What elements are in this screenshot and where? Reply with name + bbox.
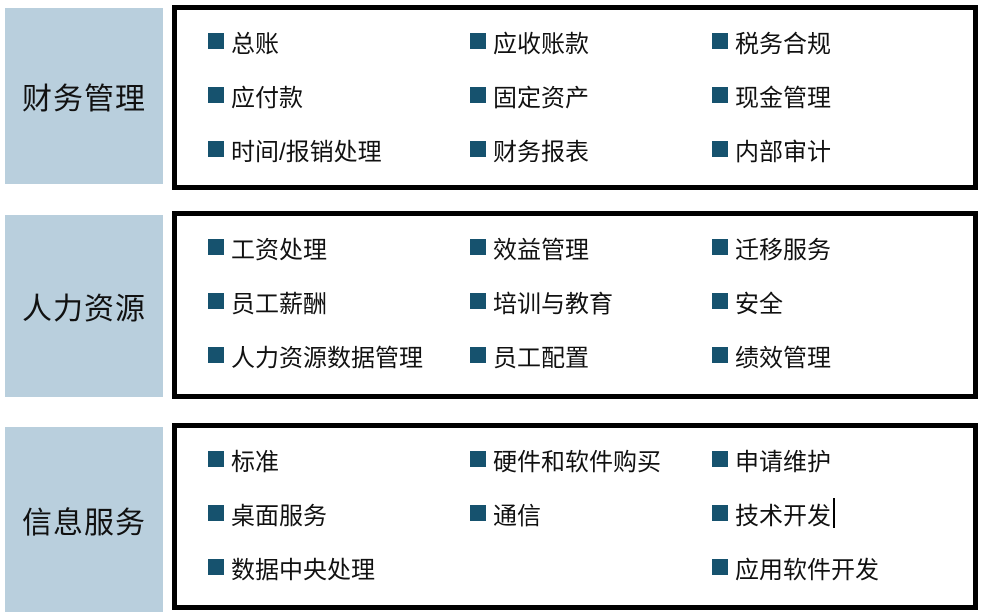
service-item: 固定资产 xyxy=(470,68,712,122)
service-column: 标准桌面服务数据中央处理 xyxy=(208,432,470,594)
service-item-label: 通信 xyxy=(493,502,541,530)
service-item: 技术开发 xyxy=(712,486,973,540)
service-item-label: 安全 xyxy=(735,290,783,318)
service-item: 效益管理 xyxy=(470,220,712,274)
bullet-square-icon xyxy=(208,451,224,467)
service-item: 标准 xyxy=(208,432,470,486)
bullet-square-icon xyxy=(208,33,224,49)
service-item: 员工配置 xyxy=(470,328,712,382)
service-item-label: 绩效管理 xyxy=(735,344,831,372)
bullet-square-icon xyxy=(208,505,224,521)
service-column: 税务合规现金管理内部审计 xyxy=(712,14,973,176)
service-item: 硬件和软件购买 xyxy=(470,432,712,486)
service-column: 应收账款固定资产财务报表 xyxy=(470,14,712,176)
service-item-label: 迁移服务 xyxy=(735,236,831,264)
service-item: 应用软件开发 xyxy=(712,540,973,594)
bullet-square-icon xyxy=(208,559,224,575)
bullet-square-icon xyxy=(712,347,728,363)
section-box-finance: 总账 应付款 时间/报销处理 应收账款 固定资产 财务报表 税务合规 现金管理 内部审计 xyxy=(172,5,978,190)
items-grid-information-services: 标准 桌面服务 数据中央处理 硬件和软件购买 通信 申请维护 技术开发 应用软件开发 xyxy=(177,428,973,594)
service-item-label: 时间/报销处理 xyxy=(231,138,382,166)
service-item-label: 应用软件开发 xyxy=(735,556,879,584)
items-grid-human-resources: 工资处理 员工薪酬 人力资源数据管理 效益管理 培训与教育 员工配置 迁移服务 安全 绩效管理 xyxy=(177,216,973,382)
service-item: 迁移服务 xyxy=(712,220,973,274)
service-item: 员工薪酬 xyxy=(208,274,470,328)
bullet-square-icon xyxy=(208,293,224,309)
service-column: 迁移服务安全绩效管理 xyxy=(712,220,973,382)
bullet-square-icon xyxy=(470,141,486,157)
service-item: 通信 xyxy=(470,486,712,540)
service-item: 应付款 xyxy=(208,68,470,122)
bullet-square-icon xyxy=(470,33,486,49)
service-column: 效益管理培训与教育员工配置 xyxy=(470,220,712,382)
service-item: 人力资源数据管理 xyxy=(208,328,470,382)
service-item-label: 桌面服务 xyxy=(231,502,327,530)
service-item: 应收账款 xyxy=(470,14,712,68)
service-item: 内部审计 xyxy=(712,122,973,176)
section-box-human-resources: 工资处理 员工薪酬 人力资源数据管理 效益管理 培训与教育 员工配置 迁移服务 安全 绩效管理 xyxy=(172,211,978,399)
service-item-label: 总账 xyxy=(231,30,279,58)
items-grid-finance: 总账 应付款 时间/报销处理 应收账款 固定资产 财务报表 税务合规 现金管理 内部审计 xyxy=(177,10,973,176)
service-item-label: 工资处理 xyxy=(231,236,327,264)
service-item-label: 效益管理 xyxy=(493,236,589,264)
service-item-label: 员工配置 xyxy=(493,344,589,372)
bullet-square-icon xyxy=(712,451,728,467)
service-item: 时间/报销处理 xyxy=(208,122,470,176)
service-item-label: 现金管理 xyxy=(735,84,831,112)
service-item: 绩效管理 xyxy=(712,328,973,382)
text-cursor xyxy=(833,498,835,528)
service-item: 桌面服务 xyxy=(208,486,470,540)
section-label-information-services: 信息服务 xyxy=(5,427,163,612)
bullet-square-icon xyxy=(208,347,224,363)
service-column: 工资处理员工薪酬人力资源数据管理 xyxy=(208,220,470,382)
service-item: 税务合规 xyxy=(712,14,973,68)
service-item: 培训与教育 xyxy=(470,274,712,328)
service-item: 工资处理 xyxy=(208,220,470,274)
service-item-label: 数据中央处理 xyxy=(231,556,375,584)
bullet-square-icon xyxy=(470,505,486,521)
section-label-finance: 财务管理 xyxy=(5,8,163,184)
service-item-label: 应付款 xyxy=(231,84,303,112)
service-item-label: 财务报表 xyxy=(493,138,589,166)
section-label-human-resources: 人力资源 xyxy=(5,215,163,397)
service-item: 数据中央处理 xyxy=(208,540,470,594)
service-item-label: 培训与教育 xyxy=(493,290,613,318)
bullet-square-icon xyxy=(470,87,486,103)
service-item-empty xyxy=(470,540,712,594)
service-item-label: 人力资源数据管理 xyxy=(231,344,423,372)
service-item-label: 申请维护 xyxy=(735,448,831,476)
bullet-square-icon xyxy=(470,347,486,363)
service-column: 硬件和软件购买 通信 xyxy=(470,432,712,594)
bullet-square-icon xyxy=(712,33,728,49)
service-item-label: 内部审计 xyxy=(735,138,831,166)
bullet-square-icon xyxy=(712,559,728,575)
service-item-label: 技术开发 xyxy=(735,502,831,530)
service-item: 现金管理 xyxy=(712,68,973,122)
service-item: 安全 xyxy=(712,274,973,328)
service-item: 总账 xyxy=(208,14,470,68)
bullet-square-icon xyxy=(208,87,224,103)
service-item-label: 税务合规 xyxy=(735,30,831,58)
bullet-square-icon xyxy=(208,239,224,255)
service-item-label: 员工薪酬 xyxy=(231,290,327,318)
bullet-square-icon xyxy=(470,293,486,309)
bullet-square-icon xyxy=(712,239,728,255)
service-item: 申请维护 xyxy=(712,432,973,486)
service-column: 申请维护技术开发应用软件开发 xyxy=(712,432,973,594)
service-item-label: 应收账款 xyxy=(493,30,589,58)
bullet-square-icon xyxy=(470,451,486,467)
service-item-label: 固定资产 xyxy=(493,84,589,112)
bullet-square-icon xyxy=(712,293,728,309)
bullet-square-icon xyxy=(470,239,486,255)
service-item-label: 硬件和软件购买 xyxy=(493,448,661,476)
bullet-square-icon xyxy=(208,141,224,157)
service-column: 总账应付款时间/报销处理 xyxy=(208,14,470,176)
section-box-information-services: 标准 桌面服务 数据中央处理 硬件和软件购买 通信 申请维护 技术开发 应用软件开发 xyxy=(172,423,978,610)
bullet-square-icon xyxy=(712,505,728,521)
bullet-square-icon xyxy=(712,87,728,103)
service-item-label: 标准 xyxy=(231,448,279,476)
service-item: 财务报表 xyxy=(470,122,712,176)
bullet-square-icon xyxy=(712,141,728,157)
